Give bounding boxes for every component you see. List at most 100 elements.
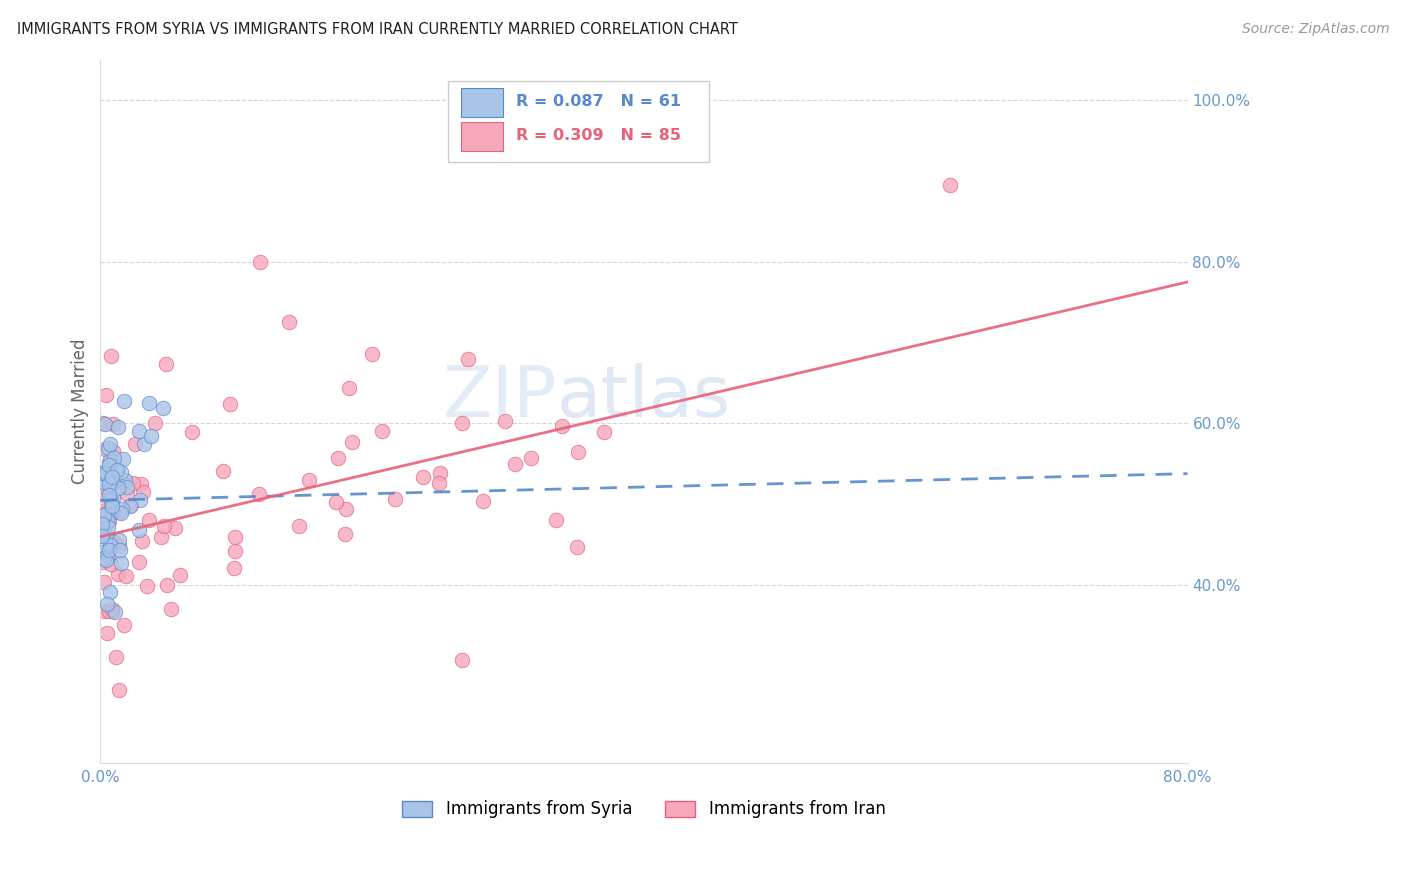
- Point: [90, 492, 112, 507]
- Point: [93, 476, 115, 491]
- Point: [277, 315, 299, 329]
- Point: [100, 467, 122, 482]
- FancyBboxPatch shape: [449, 80, 709, 161]
- Point: [107, 419, 129, 434]
- Point: [98, 585, 121, 599]
- Point: [100, 499, 122, 513]
- Point: [103, 450, 125, 465]
- Point: [451, 416, 474, 430]
- Point: [90, 508, 112, 523]
- Point: [165, 520, 187, 534]
- Point: [96, 597, 118, 611]
- Point: [169, 567, 191, 582]
- Point: [110, 465, 132, 479]
- Point: [361, 347, 384, 361]
- Point: [94, 604, 117, 618]
- Point: [567, 445, 589, 459]
- Point: [100, 479, 122, 493]
- Point: [111, 501, 134, 516]
- Point: [115, 487, 138, 501]
- Point: [110, 556, 132, 570]
- Point: [110, 506, 132, 520]
- Point: [153, 519, 176, 533]
- Point: [101, 491, 124, 506]
- Point: [101, 470, 124, 484]
- Point: [160, 602, 183, 616]
- Point: [101, 417, 124, 431]
- Point: [412, 469, 434, 483]
- Text: atlas: atlas: [557, 363, 731, 432]
- Point: [138, 512, 160, 526]
- Point: [94, 516, 117, 530]
- Point: [91, 555, 114, 569]
- Point: [128, 424, 150, 438]
- Point: [112, 394, 135, 409]
- Point: [104, 605, 127, 619]
- Text: Source: ZipAtlas.com: Source: ZipAtlas.com: [1241, 22, 1389, 37]
- Point: [98, 453, 121, 467]
- Point: [98, 456, 121, 470]
- Point: [105, 473, 128, 487]
- Point: [212, 464, 235, 478]
- Point: [96, 552, 118, 566]
- Point: [97, 520, 120, 534]
- Point: [93, 525, 115, 540]
- Point: [593, 425, 616, 440]
- Point: [90, 545, 112, 559]
- Point: [90, 509, 112, 524]
- Text: ZIP: ZIP: [443, 363, 557, 432]
- Point: [104, 649, 127, 664]
- Point: [328, 451, 350, 466]
- Point: [100, 493, 122, 508]
- Point: [519, 451, 541, 466]
- Point: [98, 538, 121, 552]
- Point: [100, 505, 122, 519]
- Point: [100, 557, 122, 571]
- Point: [97, 441, 120, 455]
- Point: [101, 444, 124, 458]
- Point: [97, 484, 120, 499]
- Point: [544, 513, 567, 527]
- Point: [333, 527, 356, 541]
- Point: [298, 473, 321, 487]
- Point: [107, 481, 129, 495]
- Text: R = 0.309   N = 85: R = 0.309 N = 85: [516, 128, 681, 143]
- Point: [108, 505, 131, 519]
- Point: [98, 514, 121, 528]
- Point: [494, 414, 516, 428]
- Point: [90, 517, 112, 532]
- Point: [247, 487, 270, 501]
- Point: [384, 491, 406, 506]
- Point: [98, 604, 121, 618]
- Point: [139, 429, 162, 443]
- Point: [181, 425, 204, 439]
- Point: [108, 539, 131, 553]
- Point: [565, 541, 588, 555]
- Point: [938, 178, 960, 192]
- Point: [114, 473, 136, 487]
- Point: [101, 504, 124, 518]
- Point: [219, 397, 242, 411]
- Point: [472, 494, 495, 508]
- Point: [93, 508, 115, 523]
- Point: [371, 424, 394, 438]
- Point: [108, 543, 131, 558]
- Point: [427, 475, 450, 490]
- Point: [457, 352, 479, 367]
- Point: [98, 458, 121, 473]
- Point: [224, 544, 246, 558]
- Point: [150, 530, 173, 544]
- Point: [108, 533, 131, 548]
- Point: [93, 574, 115, 589]
- Point: [503, 457, 526, 471]
- Point: [100, 350, 122, 364]
- Point: [120, 498, 142, 512]
- Point: [94, 388, 117, 402]
- Point: [94, 530, 117, 544]
- Point: [115, 480, 138, 494]
- Point: [288, 519, 311, 533]
- Point: [129, 476, 152, 491]
- Point: [103, 534, 125, 549]
- Point: [94, 442, 117, 457]
- Point: [100, 437, 122, 451]
